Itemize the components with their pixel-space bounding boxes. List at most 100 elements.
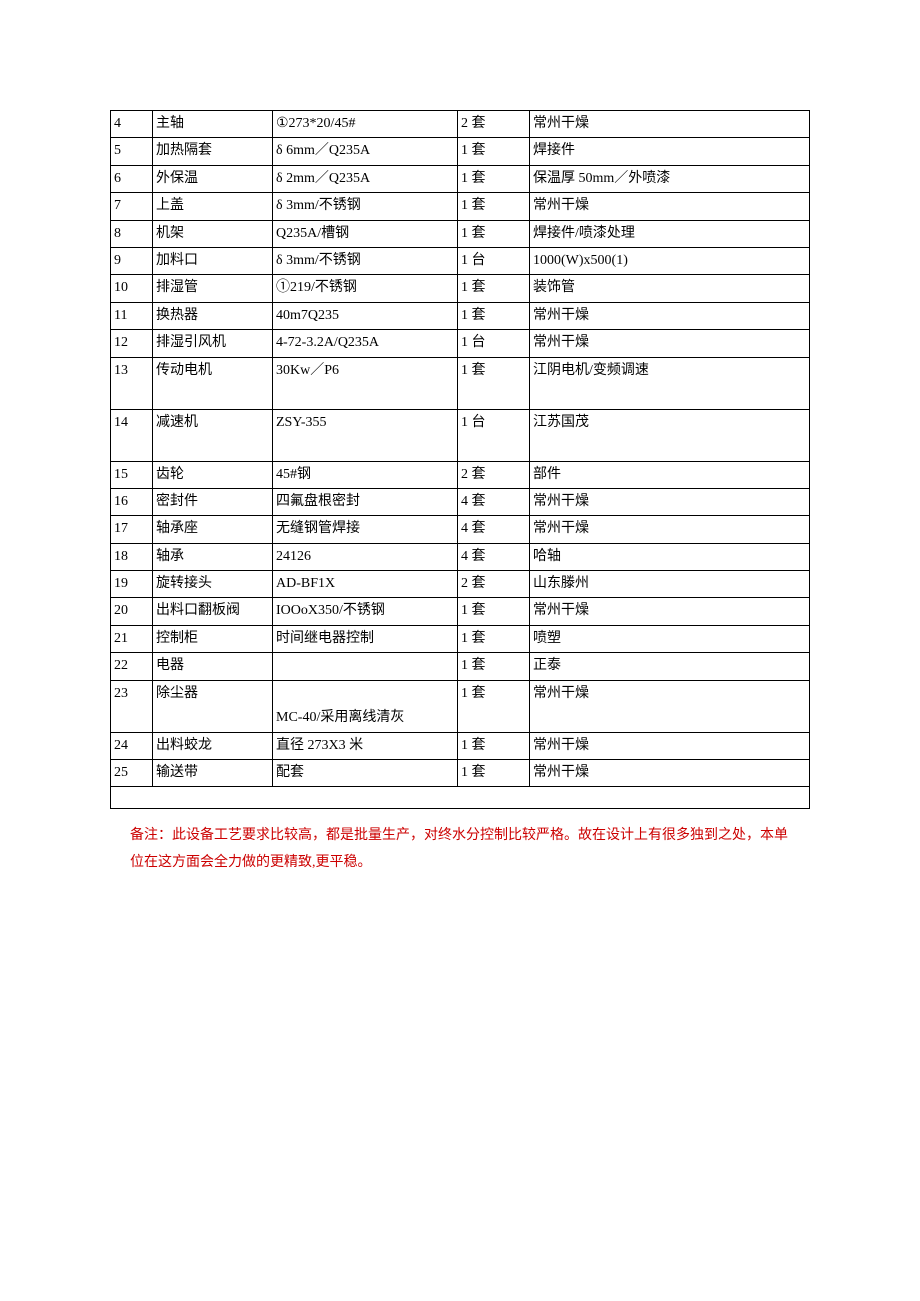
cell-name: 出料口翻板阀 — [153, 598, 273, 625]
cell-spec: 直径 273X3 米 — [273, 732, 458, 759]
cell-name: 密封件 — [153, 488, 273, 515]
cell-remark: 常州干燥 — [530, 111, 810, 138]
table-row: 19 旋转接头 AD-BF1X 2 套 山东滕州 — [111, 571, 810, 598]
table-row: 16 密封件 四氟盘根密封 4 套 常州干燥 — [111, 488, 810, 515]
cell-spec: 45#钢 — [273, 461, 458, 488]
cell-spec: 配套 — [273, 760, 458, 787]
cell-name: 传动电机 — [153, 357, 273, 409]
cell-remark: 常州干燥 — [530, 488, 810, 515]
cell-name: 电器 — [153, 653, 273, 680]
cell-name: 加热隔套 — [153, 138, 273, 165]
cell-spec: 30Kw／P6 — [273, 357, 458, 409]
cell-remark: 常州干燥 — [530, 760, 810, 787]
cell-no: 17 — [111, 516, 153, 543]
table-row: 20 出料口翻板阀 IOOoX350/不锈钢 1 套 常州干燥 — [111, 598, 810, 625]
cell-name: 换热器 — [153, 302, 273, 329]
cell-no: 13 — [111, 357, 153, 409]
cell-spec: ZSY-355 — [273, 409, 458, 461]
table-row: 7 上盖 δ 3mm/不锈钢 1 套 常州干燥 — [111, 193, 810, 220]
cell-qty: 4 套 — [458, 543, 530, 570]
cell-qty: 4 套 — [458, 488, 530, 515]
spec-table: 4 主轴 ①273*20/45# 2 套 常州干燥 5 加热隔套 δ 6mm／Q… — [110, 110, 810, 809]
cell-no: 11 — [111, 302, 153, 329]
cell-spec: AD-BF1X — [273, 571, 458, 598]
cell-name: 轴承 — [153, 543, 273, 570]
cell-name: 机架 — [153, 220, 273, 247]
cell-qty: 1 套 — [458, 138, 530, 165]
cell-remark: 常州干燥 — [530, 330, 810, 357]
cell-no: 22 — [111, 653, 153, 680]
cell-no: 9 — [111, 247, 153, 274]
table-row: 18 轴承 24126 4 套 哈轴 — [111, 543, 810, 570]
cell-name: 控制柜 — [153, 625, 273, 652]
table-row: 11 换热器 40m7Q235 1 套 常州干燥 — [111, 302, 810, 329]
cell-remark: 焊接件 — [530, 138, 810, 165]
cell-remark: 常州干燥 — [530, 302, 810, 329]
cell-qty: 1 台 — [458, 247, 530, 274]
cell-qty: 1 套 — [458, 760, 530, 787]
cell-no: 6 — [111, 165, 153, 192]
cell-qty: 1 套 — [458, 680, 530, 732]
spec-table-body: 4 主轴 ①273*20/45# 2 套 常州干燥 5 加热隔套 δ 6mm／Q… — [111, 111, 810, 809]
cell-spec: Q235A/槽钢 — [273, 220, 458, 247]
cell-qty: 1 套 — [458, 275, 530, 302]
cell-no: 20 — [111, 598, 153, 625]
table-row: 22 电器 1 套 正泰 — [111, 653, 810, 680]
cell-qty: 1 套 — [458, 165, 530, 192]
cell-spec: ①273*20/45# — [273, 111, 458, 138]
cell-no: 10 — [111, 275, 153, 302]
cell-qty: 2 套 — [458, 571, 530, 598]
cell-remark: 部件 — [530, 461, 810, 488]
cell-name: 轴承座 — [153, 516, 273, 543]
cell-no: 19 — [111, 571, 153, 598]
cell-qty: 1 套 — [458, 302, 530, 329]
cell-qty: 4 套 — [458, 516, 530, 543]
cell-name: 齿轮 — [153, 461, 273, 488]
table-row: 21 控制柜 时间继电器控制 1 套 喷塑 — [111, 625, 810, 652]
table-row: 4 主轴 ①273*20/45# 2 套 常州干燥 — [111, 111, 810, 138]
cell-name: 除尘器 — [153, 680, 273, 732]
cell-spec: 24126 — [273, 543, 458, 570]
cell-name: 排湿引风机 — [153, 330, 273, 357]
cell-spec: 无缝钢管焊接 — [273, 516, 458, 543]
cell-name: 主轴 — [153, 111, 273, 138]
cell-spec: δ 2mm／Q235A — [273, 165, 458, 192]
cell-spec: 40m7Q235 — [273, 302, 458, 329]
table-row: 25 输送带 配套 1 套 常州干燥 — [111, 760, 810, 787]
cell-remark: 江阴电机/变频调速 — [530, 357, 810, 409]
cell-spec: δ 3mm/不锈钢 — [273, 247, 458, 274]
cell-spec: δ 3mm/不锈钢 — [273, 193, 458, 220]
cell-remark: 装饰管 — [530, 275, 810, 302]
cell-spec — [273, 653, 458, 680]
cell-remark: 江苏国茂 — [530, 409, 810, 461]
cell-no: 18 — [111, 543, 153, 570]
table-row: 24 出料蛟龙 直径 273X3 米 1 套 常州干燥 — [111, 732, 810, 759]
cell-no: 12 — [111, 330, 153, 357]
cell-spec: δ 6mm／Q235A — [273, 138, 458, 165]
cell-name: 加料口 — [153, 247, 273, 274]
cell-name: 排湿管 — [153, 275, 273, 302]
cell-spec: ①219/不锈钢 — [273, 275, 458, 302]
cell-name: 输送带 — [153, 760, 273, 787]
table-row: 5 加热隔套 δ 6mm／Q235A 1 套 焊接件 — [111, 138, 810, 165]
cell-remark: 山东滕州 — [530, 571, 810, 598]
cell-no: 8 — [111, 220, 153, 247]
cell-name: 减速机 — [153, 409, 273, 461]
cell-name: 出料蛟龙 — [153, 732, 273, 759]
cell-remark: 1000(W)x500(1) — [530, 247, 810, 274]
table-row: 8 机架 Q235A/槽钢 1 套 焊接件/喷漆处理 — [111, 220, 810, 247]
cell-qty: 2 套 — [458, 461, 530, 488]
table-row: 17 轴承座 无缝钢管焊接 4 套 常州干燥 — [111, 516, 810, 543]
table-row: 13 传动电机 30Kw／P6 1 套 江阴电机/变频调速 — [111, 357, 810, 409]
cell-empty — [111, 787, 810, 809]
cell-remark: 哈轴 — [530, 543, 810, 570]
cell-spec: 四氟盘根密封 — [273, 488, 458, 515]
cell-no: 16 — [111, 488, 153, 515]
cell-name: 外保温 — [153, 165, 273, 192]
cell-qty: 1 套 — [458, 653, 530, 680]
cell-no: 25 — [111, 760, 153, 787]
cell-qty: 1 台 — [458, 330, 530, 357]
cell-remark: 保温厚 50mm／外喷漆 — [530, 165, 810, 192]
cell-qty: 1 台 — [458, 409, 530, 461]
cell-remark: 常州干燥 — [530, 598, 810, 625]
